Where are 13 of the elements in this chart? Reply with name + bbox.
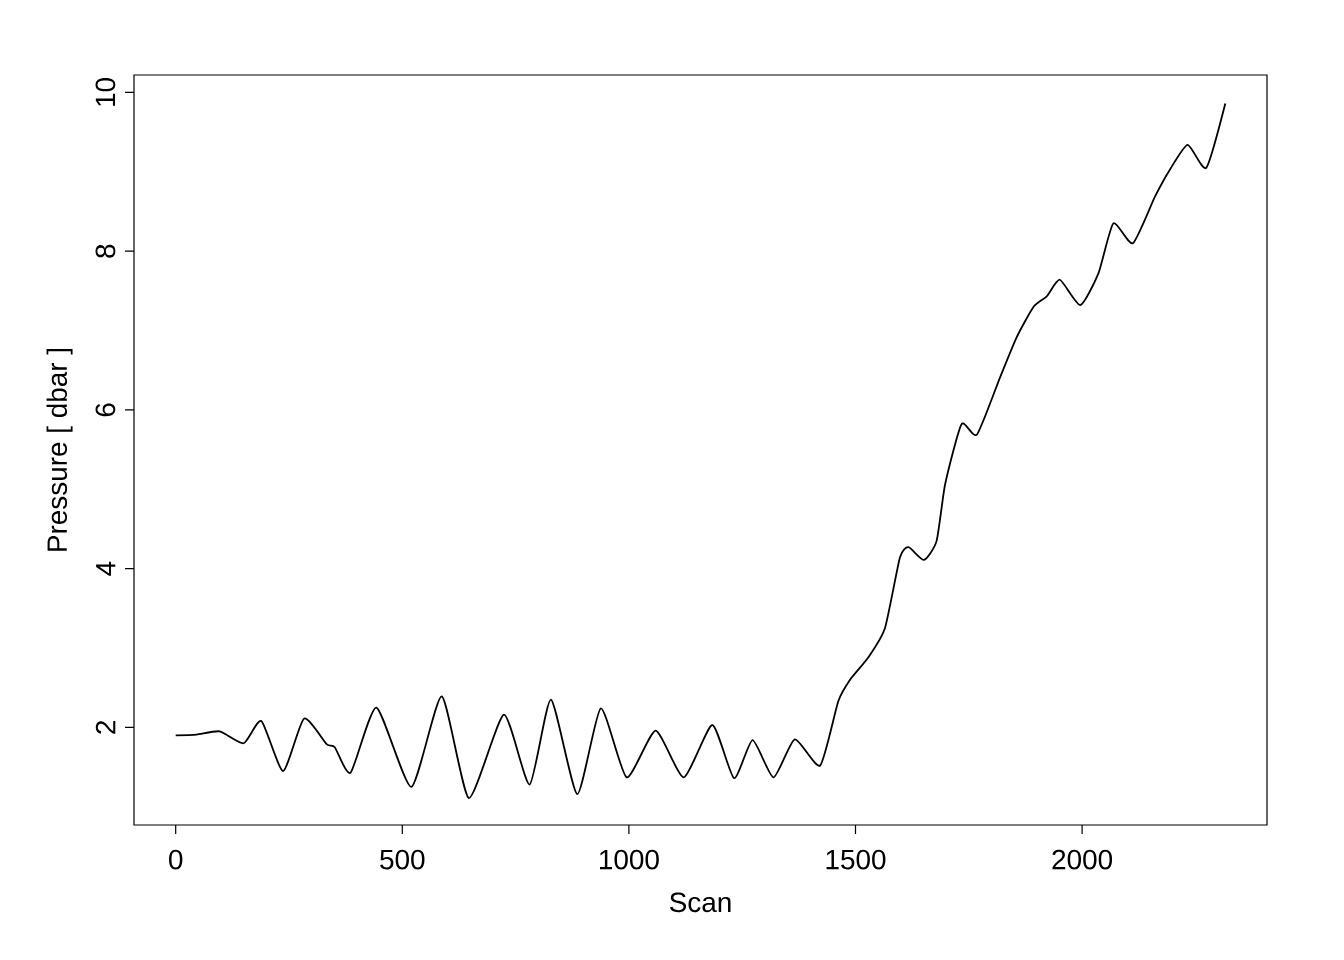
y-tick-label: 6 (95, 403, 116, 417)
y-tick-label: 2 (95, 721, 116, 734)
y-tick-label: 8 (95, 244, 116, 258)
x-axis-title: Scan (670, 892, 731, 913)
line-series (174, 102, 1227, 799)
y-tick-label: 10 (95, 78, 116, 106)
x-tick-label: 2000 (1052, 849, 1113, 870)
y-axis-title: Pressure [ dbar ] (46, 348, 73, 551)
x-tick-label: 500 (380, 849, 425, 870)
x-tick-label: 1500 (826, 849, 886, 870)
x-tick-label: 1000 (599, 849, 659, 870)
y-tick-label: 4 (96, 561, 116, 576)
x-tick-label: 0 (169, 849, 183, 870)
